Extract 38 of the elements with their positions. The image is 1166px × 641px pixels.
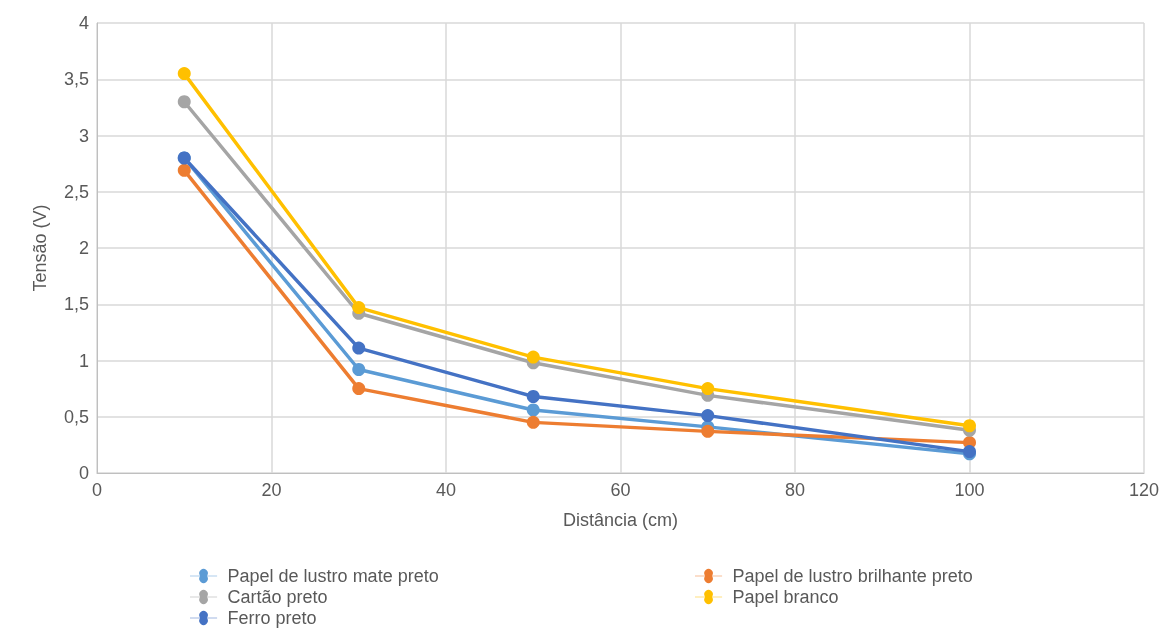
y-tick-label: 2,5: [63, 181, 89, 202]
point: [526, 390, 540, 403]
legend-label: Papel de lustro brilhante preto: [732, 566, 973, 586]
y-tick-label: 1: [78, 350, 89, 371]
y-tick-label: 0,5: [63, 406, 89, 427]
point: [701, 409, 715, 423]
y-tick-label: 3: [78, 125, 89, 146]
point: [177, 95, 191, 109]
x-axis-title: Distância (cm): [562, 510, 679, 530]
x-tick-label: 20: [261, 480, 282, 500]
point: [963, 419, 976, 433]
point: [526, 415, 540, 429]
point: [701, 382, 715, 396]
y-tick-label: 1,5: [63, 294, 89, 315]
y-tick-label: 4: [78, 13, 89, 33]
x-tick-label: 40: [435, 480, 457, 500]
point: [177, 67, 191, 81]
point: [177, 163, 191, 177]
x-tick-label: 60: [610, 480, 631, 500]
point: [526, 350, 540, 364]
x-tick-label: 120: [1128, 480, 1160, 500]
point: [701, 424, 715, 438]
point: [352, 341, 366, 355]
legend-label: Ferro preto: [227, 608, 317, 628]
point: [526, 403, 540, 417]
point: [352, 363, 366, 376]
point: [352, 301, 366, 315]
point: [352, 382, 366, 396]
y-axis-title: Tensão (V): [30, 204, 50, 292]
y-tick-label: 0: [78, 463, 89, 483]
legend-label: Cartão preto: [227, 587, 328, 607]
x-tick-label: 80: [784, 480, 806, 500]
legend-label: Papel de lustro mate preto: [227, 566, 439, 586]
y-tick-label: 2: [78, 238, 89, 258]
x-tick-label: 100: [954, 480, 985, 500]
legend-label: Papel branco: [732, 587, 839, 607]
y-tick-label: 3,5: [63, 69, 89, 90]
x-tick-label: 0: [91, 480, 103, 500]
